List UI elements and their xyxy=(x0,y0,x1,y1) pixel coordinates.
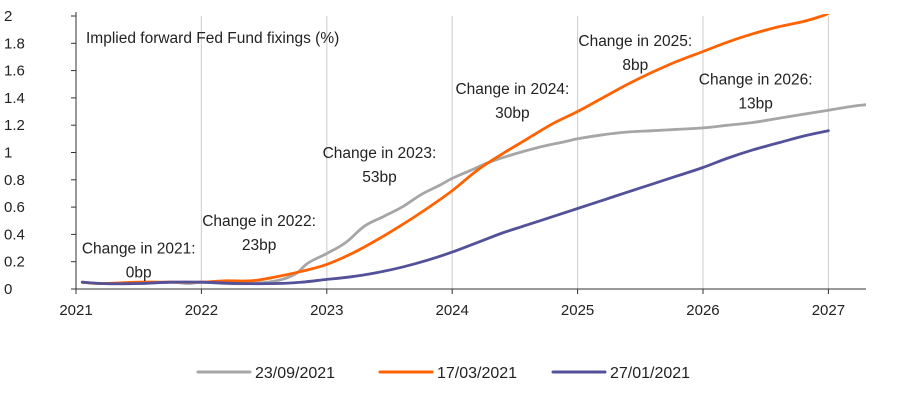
annotation-ann2025: Change in 2025: 8bp xyxy=(578,33,692,74)
y-tick-label: 0.8 xyxy=(4,172,25,189)
y-tick-label: 1.6 xyxy=(4,63,25,80)
y-tick-label: 0.4 xyxy=(4,226,25,243)
annotation-value: 30bp xyxy=(495,105,529,122)
annotation-heading: Change in 2021: xyxy=(82,241,196,258)
annotation-heading: Change in 2023: xyxy=(323,145,437,162)
x-tick-label: 2026 xyxy=(686,302,719,319)
annotation-heading: Change in 2026: xyxy=(699,71,813,88)
annotation-heading: Change in 2022: xyxy=(202,213,316,230)
annotation-value: 53bp xyxy=(362,169,396,186)
series-lines xyxy=(80,14,866,286)
axes: 2021 2022 2023 2024 2025 2026 2027 0 0.2 0.4 0.6 0.… xyxy=(4,8,866,319)
x-tick-label: 2027 xyxy=(812,302,845,319)
series-line-27-01-2021 xyxy=(80,129,830,286)
annotation-value: 13bp xyxy=(738,95,772,112)
y-tick-label: 1.2 xyxy=(4,117,25,134)
annotation-ann2026: Change in 2026: 13bp xyxy=(699,71,813,112)
legend-label: 17/03/2021 xyxy=(437,365,517,382)
legend-label: 27/01/2021 xyxy=(610,365,690,382)
chart-subtitle: Implied forward Fed Fund fixings (%) xyxy=(86,30,339,47)
annotation-ann2022: Change in 2022: 23bp xyxy=(202,213,316,254)
annotation-heading: Change in 2025: xyxy=(578,33,692,50)
annotation-value: 8bp xyxy=(622,57,648,74)
x-tick-label: 2024 xyxy=(436,302,469,319)
legend-label: 23/09/2021 xyxy=(255,365,335,382)
legend: 23/09/2021 17/03/2021 27/01/2021 xyxy=(196,365,690,382)
x-tick-label: 2025 xyxy=(561,302,594,319)
y-tick-label: 1.8 xyxy=(4,35,25,52)
x-tick-label: 2022 xyxy=(185,302,218,319)
legend-item: 23/09/2021 xyxy=(196,365,335,382)
annotation-ann2021: Change in 2021: 0bp xyxy=(82,241,196,282)
annotation-value: 0bp xyxy=(126,265,152,282)
series-line-17-03-2021 xyxy=(80,14,830,285)
legend-item: 27/01/2021 xyxy=(551,365,690,382)
vertical-gridlines xyxy=(200,16,829,289)
annotation-ann2023: Change in 2023: 53bp xyxy=(323,145,437,186)
series-line-23-09-2021 xyxy=(80,103,866,286)
y-tick-label: 2 xyxy=(4,8,12,25)
y-tick-label: 1 xyxy=(4,145,12,162)
y-tick-label: 0 xyxy=(4,281,12,298)
legend-item: 17/03/2021 xyxy=(378,365,517,382)
x-tick-label: 2023 xyxy=(310,302,343,319)
x-tick-label: 2021 xyxy=(59,302,92,319)
annotation-ann2024: Change in 2024: 30bp xyxy=(455,81,569,122)
annotation-value: 23bp xyxy=(242,237,276,254)
y-tick-label: 0.6 xyxy=(4,199,25,216)
y-tick-label: 1.4 xyxy=(4,90,25,107)
y-tick-label: 0.2 xyxy=(4,254,25,271)
annotation-heading: Change in 2024: xyxy=(455,81,569,98)
